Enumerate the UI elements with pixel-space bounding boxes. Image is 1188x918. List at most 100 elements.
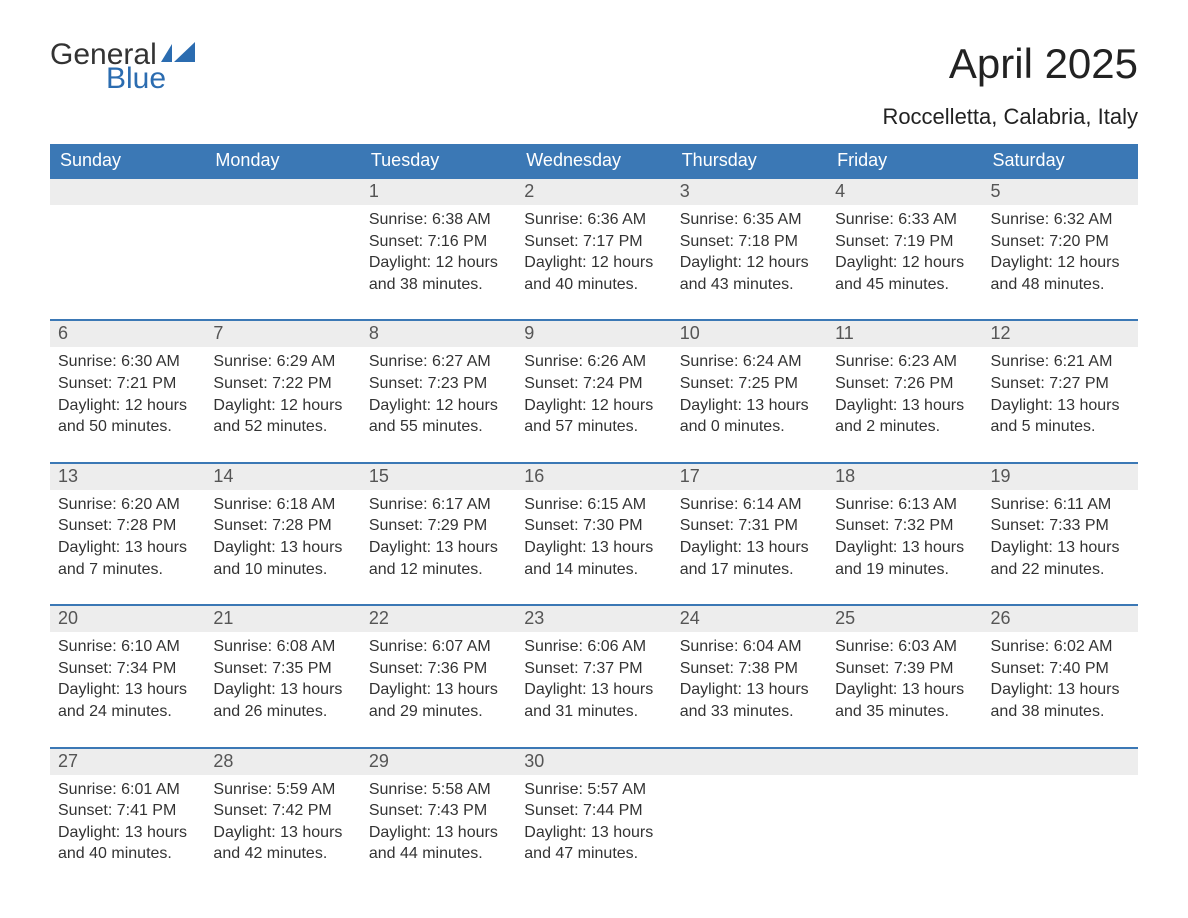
day-cell: 18Sunrise: 6:13 AMSunset: 7:32 PMDayligh… (827, 463, 982, 605)
day-body: Sunrise: 6:01 AMSunset: 7:41 PMDaylight:… (50, 775, 205, 889)
day-cell: 25Sunrise: 6:03 AMSunset: 7:39 PMDayligh… (827, 605, 982, 747)
sunset-value: 7:42 PM (272, 802, 332, 819)
sunrise-line: Sunrise: 6:33 AM (835, 209, 974, 231)
sunset-line: Sunset: 7:26 PM (835, 373, 974, 395)
sunset-line: Sunset: 7:44 PM (524, 800, 663, 822)
sunset-value: 7:28 PM (272, 517, 332, 534)
sunrise-value: 6:26 AM (587, 353, 646, 370)
sunrise-label: Sunrise: (680, 638, 739, 655)
day-cell: 11Sunrise: 6:23 AMSunset: 7:26 PMDayligh… (827, 320, 982, 462)
day-body: Sunrise: 5:59 AMSunset: 7:42 PM Daylight:… (205, 775, 360, 889)
daylight-label: Daylight: (58, 397, 120, 414)
daylight-line: Daylight: 13 hours and 7 minutes. (58, 537, 197, 580)
weekday-header: Wednesday (516, 144, 671, 178)
day-cell: 28Sunrise: 5:59 AMSunset: 7:42 PMDayligh… (205, 748, 360, 889)
sunrise-label: Sunrise: (369, 781, 428, 798)
sunrise-value: 6:08 AM (277, 638, 336, 655)
day-cell: 19Sunrise: 6:11 AMSunset: 7:33 PMDayligh… (983, 463, 1138, 605)
sunrise-value: 6:32 AM (1054, 211, 1113, 228)
sunrise-label: Sunrise: (991, 353, 1050, 370)
day-number: 12 (983, 321, 1138, 347)
sunset-value: 7:33 PM (1049, 517, 1109, 534)
sunrise-value: 6:21 AM (1054, 353, 1113, 370)
day-body: Sunrise: 6:38 AMSunset: 7:16 PMDaylight:… (361, 205, 516, 319)
brand-line2: Blue (106, 64, 195, 94)
sunrise-line: Sunrise: 5:59 AM (213, 779, 352, 801)
daylight-label: Daylight: (58, 681, 120, 698)
weekday-header: Thursday (672, 144, 827, 178)
day-number: 16 (516, 464, 671, 490)
sunrise-label: Sunrise: (991, 211, 1050, 228)
sunrise-value: 6:06 AM (587, 638, 646, 655)
sunset-label: Sunset: (524, 233, 578, 250)
sunset-label: Sunset: (680, 233, 734, 250)
week-row: 1Sunrise: 6:38 AMSunset: 7:16 PMDaylight… (50, 178, 1138, 320)
day-cell: 30Sunrise: 5:57 AMSunset: 7:44 PMDayligh… (516, 748, 671, 889)
daylight-line: Daylight: 13 hours and 31 minutes. (524, 679, 663, 722)
daylight-line: Daylight: 12 hours and 40 minutes. (524, 252, 663, 295)
day-number: 3 (672, 179, 827, 205)
day-cell: 16Sunrise: 6:15 AMSunset: 7:30 PMDayligh… (516, 463, 671, 605)
sunset-value: 7:17 PM (583, 233, 643, 250)
daylight-label: Daylight: (680, 254, 742, 271)
sunset-value: 7:18 PM (738, 233, 798, 250)
day-cell: 26Sunrise: 6:02 AMSunset: 7:40 PMDayligh… (983, 605, 1138, 747)
day-number: 17 (672, 464, 827, 490)
sunrise-value: 6:13 AM (898, 496, 957, 513)
daylight-label: Daylight: (369, 397, 431, 414)
sunset-value: 7:40 PM (1049, 660, 1109, 677)
daylight-label: Daylight: (369, 254, 431, 271)
day-body: Sunrise: 6:11 AMSunset: 7:33 PMDaylight:… (983, 490, 1138, 604)
sunset-line: Sunset: 7:18 PM (680, 231, 819, 253)
day-body: Sunrise: 6:35 AMSunset: 7:18 PMDaylight:… (672, 205, 827, 319)
sunset-label: Sunset: (991, 233, 1045, 250)
day-number: 23 (516, 606, 671, 632)
sunrise-line: Sunrise: 6:02 AM (991, 636, 1130, 658)
daylight-label: Daylight: (213, 397, 275, 414)
week-row: 27Sunrise: 6:01 AMSunset: 7:41 PMDayligh… (50, 748, 1138, 889)
sunset-line: Sunset: 7:16 PM (369, 231, 508, 253)
day-cell: 29Sunrise: 5:58 AMSunset: 7:43 PMDayligh… (361, 748, 516, 889)
day-number (827, 749, 982, 775)
day-number: 29 (361, 749, 516, 775)
page-header: General Blue April 2025 Roccelletta, Cal… (50, 40, 1138, 136)
sunset-label: Sunset: (369, 802, 423, 819)
day-cell: 17Sunrise: 6:14 AMSunset: 7:31 PMDayligh… (672, 463, 827, 605)
sunset-line: Sunset: 7:32 PM (835, 515, 974, 537)
weekday-header: Friday (827, 144, 982, 178)
day-number (983, 749, 1138, 775)
daylight-line: Daylight: 13 hours and 12 minutes. (369, 537, 508, 580)
sunset-line: Sunset: 7:21 PM (58, 373, 197, 395)
sunrise-label: Sunrise: (680, 353, 739, 370)
sunset-value: 7:44 PM (583, 802, 643, 819)
daylight-label: Daylight: (524, 254, 586, 271)
day-cell: 27Sunrise: 6:01 AMSunset: 7:41 PMDayligh… (50, 748, 205, 889)
day-body: Sunrise: 6:30 AMSunset: 7:21 PMDaylight:… (50, 347, 205, 461)
sunrise-line: Sunrise: 6:15 AM (524, 494, 663, 516)
sunset-line: Sunset: 7:38 PM (680, 658, 819, 680)
sunrise-line: Sunrise: 6:06 AM (524, 636, 663, 658)
daylight-label: Daylight: (835, 539, 897, 556)
month-title: April 2025 (882, 40, 1138, 88)
daylight-line: Daylight: 13 hours and 14 minutes. (524, 537, 663, 580)
sunset-line: Sunset: 7:39 PM (835, 658, 974, 680)
daylight-label: Daylight: (213, 824, 275, 841)
daylight-line: Daylight: 12 hours and 55 minutes. (369, 395, 508, 438)
day-cell: 8Sunrise: 6:27 AMSunset: 7:23 PMDaylight… (361, 320, 516, 462)
sunset-label: Sunset: (524, 375, 578, 392)
day-cell: 23Sunrise: 6:06 AMSunset: 7:37 PMDayligh… (516, 605, 671, 747)
sunset-line: Sunset: 7:23 PM (369, 373, 508, 395)
day-cell: 5Sunrise: 6:32 AMSunset: 7:20 PMDaylight… (983, 178, 1138, 320)
daylight-line: Daylight: 12 hours and 43 minutes. (680, 252, 819, 295)
daylight-line: Daylight: 13 hours and 44 minutes. (369, 822, 508, 865)
sunset-value: 7:32 PM (894, 517, 954, 534)
sunset-label: Sunset: (991, 375, 1045, 392)
day-cell: 14Sunrise: 6:18 AMSunset: 7:28 PMDayligh… (205, 463, 360, 605)
day-number: 26 (983, 606, 1138, 632)
sunrise-line: Sunrise: 6:14 AM (680, 494, 819, 516)
sunset-label: Sunset: (213, 802, 267, 819)
sunrise-label: Sunrise: (524, 781, 583, 798)
daylight-label: Daylight: (369, 539, 431, 556)
sunset-label: Sunset: (369, 660, 423, 677)
calendar-table: Sunday Monday Tuesday Wednesday Thursday… (50, 144, 1138, 889)
